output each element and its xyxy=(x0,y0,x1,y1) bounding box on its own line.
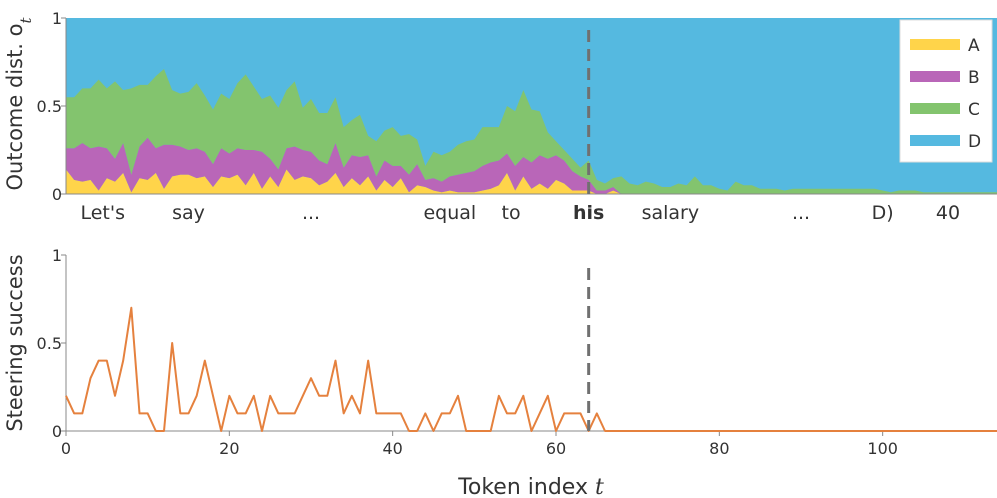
token-label: D) xyxy=(872,202,894,224)
token-label: ... xyxy=(792,202,810,224)
token-label: to xyxy=(502,202,521,224)
token-label: salary xyxy=(642,202,700,224)
steering-success-chart: 00.51 0 20 40 60 80 100 Steering success Toke… xyxy=(3,246,997,498)
token-label: Let's xyxy=(80,202,125,224)
bottom-x-tick-label: 20 xyxy=(219,439,239,458)
bottom-x-axis-label: Token index t xyxy=(457,475,604,498)
area-C xyxy=(66,69,997,194)
outcome-distribution-chart: 00.51 Let's say... equal to his salary... D) 40… xyxy=(3,9,997,224)
legend-label-A: A xyxy=(968,36,980,56)
legend-label-D: D xyxy=(968,132,981,152)
token-labels: Let's say... equal to his salary... D) 40 xyxy=(80,202,960,224)
top-y-axis-label: Outcome dist. ot xyxy=(3,16,35,190)
legend-label-C: C xyxy=(968,100,980,120)
bottom-x-tick-label: 60 xyxy=(546,439,566,458)
area-A xyxy=(66,169,997,194)
bottom-x-tick-label: 100 xyxy=(867,439,898,458)
token-label: his xyxy=(573,202,604,224)
legend-swatch-D xyxy=(910,135,960,146)
token-label: equal xyxy=(423,202,476,224)
bottom-y-ticks: 00.51 xyxy=(37,246,66,441)
top-y-ticks: 00.51 xyxy=(37,9,66,204)
token-label: say xyxy=(172,202,205,224)
bottom-x-tick-label: 40 xyxy=(382,439,402,458)
steering-success-line xyxy=(65,306,997,432)
bottom-x-tick-label: 0 xyxy=(61,439,71,458)
bottom-y-axis-label: Steering success xyxy=(3,254,27,431)
top-y-tick-label: 1 xyxy=(52,9,62,28)
bottom-y-tick-label: 0.5 xyxy=(37,334,62,353)
bottom-y-tick-label: 1 xyxy=(52,246,62,265)
bottom-x-tick-label: 80 xyxy=(709,439,729,458)
top-y-tick-label: 0 xyxy=(52,185,62,204)
token-label: ... xyxy=(302,202,320,224)
legend-swatch-C xyxy=(910,103,960,114)
stacked-areas xyxy=(66,18,997,194)
token-label: 40 xyxy=(936,202,960,224)
legend-swatch-B xyxy=(910,71,960,82)
legend-swatch-A xyxy=(910,39,960,50)
area-B xyxy=(66,137,997,194)
bottom-y-tick-label: 0 xyxy=(52,422,62,441)
top-y-tick-label: 0.5 xyxy=(37,97,62,116)
legend-label-B: B xyxy=(968,68,980,88)
bottom-x-ticks: 0 20 40 60 80 100 xyxy=(61,431,898,458)
